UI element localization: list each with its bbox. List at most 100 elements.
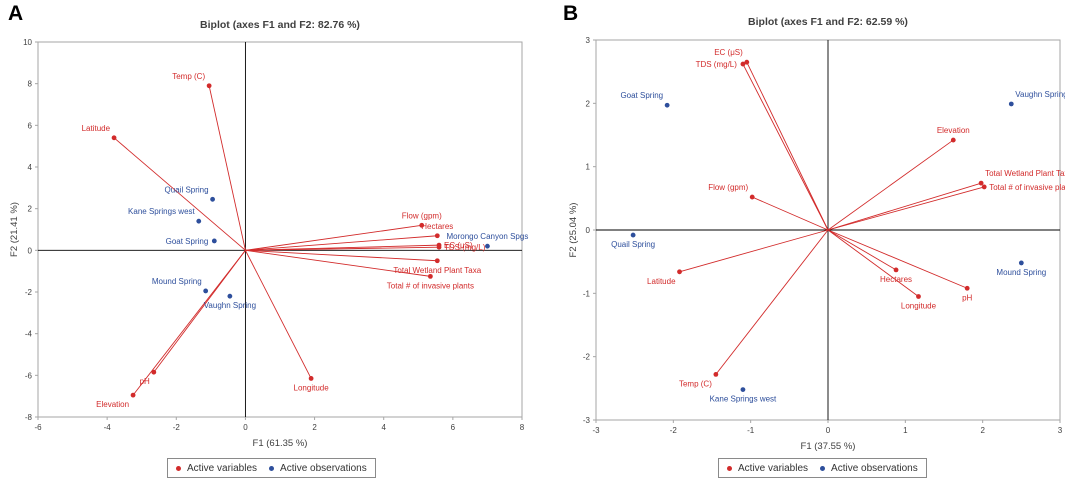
x-tick-label: -2 xyxy=(173,423,181,432)
variable-point-hectares xyxy=(434,233,440,239)
legend-observation-marker xyxy=(269,465,275,471)
variable-label-longitude: Longitude xyxy=(294,383,330,392)
x-tick-label: 4 xyxy=(381,423,386,432)
vector-latitude xyxy=(113,137,246,251)
vector-hectares xyxy=(827,229,897,271)
variable-point-ph xyxy=(964,285,970,291)
variable-point-total-of-invasive-plants xyxy=(981,184,987,190)
chart-title: Biplot (axes F1 and F2: 62.59 %) xyxy=(748,16,908,28)
x-tick-label: 2 xyxy=(312,423,317,432)
variable-label-latitude: Latitude xyxy=(647,277,676,286)
variable-point-tds-mg-l xyxy=(436,244,442,250)
x-tick-label: -4 xyxy=(104,423,112,432)
legend-variable-marker xyxy=(727,465,732,471)
observation-label-mound-spring: Mound Spring xyxy=(996,268,1046,277)
observation-label-quail-spring: Quail Spring xyxy=(611,240,655,249)
legend-active-variables-label: Active variables xyxy=(187,462,258,474)
observation-point-quail-spring xyxy=(630,232,636,238)
vector-total-of-invasive-plants xyxy=(245,249,431,277)
observation-label-goat-spring: Goat Spring xyxy=(620,91,663,100)
y-tick-label: 3 xyxy=(586,36,591,45)
variable-label-elevation: Elevation xyxy=(937,126,970,135)
x-tick-label: 8 xyxy=(520,423,525,432)
x-tick-label: -1 xyxy=(747,426,755,435)
x-axis-label: F1 (37.55 %) xyxy=(801,441,856,452)
variable-point-flow-gpm xyxy=(419,222,425,228)
variable-label-flow-gpm: Flow (gpm) xyxy=(708,183,748,192)
x-tick-label: -6 xyxy=(34,423,42,432)
vector-flow-gpm xyxy=(752,196,829,231)
variable-point-total-wetland-plant-taxa xyxy=(978,180,984,186)
variable-label-temp-c: Temp (C) xyxy=(679,379,712,388)
variable-label-total-wetland-plant-taxa: Total Wetland Plant Taxa xyxy=(393,266,481,275)
observation-label-goat-spring: Goat Spring xyxy=(166,237,209,246)
x-tick-label: 2 xyxy=(980,426,985,435)
variable-point-hectares xyxy=(893,267,899,273)
vector-temp-c xyxy=(715,229,829,375)
variable-label-tds-mg-l: TDS (mg/L) xyxy=(444,243,486,252)
observation-point-kane-springs-west xyxy=(740,387,746,392)
vector-total-of-invasive-plants xyxy=(827,186,985,231)
biplot-b-chart: Biplot (axes F1 and F2: 62.59 %) -3 -2 -1 0 1… xyxy=(568,16,1065,452)
variable-point-temp-c xyxy=(206,83,212,89)
variable-label-latitude: Latitude xyxy=(82,124,111,133)
observation-label-mound-spring: Mound Spring xyxy=(152,277,202,286)
vector-elevation xyxy=(827,139,954,231)
legend-active-observations-label: Active observations xyxy=(831,462,918,474)
x-tick-label: 0 xyxy=(243,423,248,432)
legend-b: Active variables Active observations xyxy=(718,458,927,478)
variable-point-total-of-invasive-plants xyxy=(427,273,433,279)
variable-point-longitude xyxy=(916,294,921,299)
y-tick-label: 0 xyxy=(28,246,33,255)
variable-label-hectares: Hectares xyxy=(421,222,453,231)
x-tick-label: -2 xyxy=(670,426,678,435)
y-tick-label: -1 xyxy=(583,289,591,298)
y-tick-label: 0 xyxy=(586,226,591,235)
y-axis-label: F2 (21.41 %) xyxy=(9,202,20,257)
y-tick-label: -2 xyxy=(583,353,591,362)
biplot-panel-b: B Biplot (axes F1 and F2: 62.59 %) -3 -2 -1… xyxy=(532,0,1065,483)
observation-point-quail-spring xyxy=(210,196,215,202)
observation-point-goat-spring xyxy=(211,238,217,244)
observation-label-kane-springs-west: Kane Springs west xyxy=(128,207,195,216)
variable-label-ec-s: EC (μS) xyxy=(714,48,743,57)
variable-point-ec-s xyxy=(744,59,750,65)
observation-label-vaughn-spring: Vaughn Spring xyxy=(204,301,256,310)
variable-label-total-of-invasive-plants: Total # of invasive plants xyxy=(387,281,474,290)
variable-label-longitude: Longitude xyxy=(901,302,937,311)
observation-point-vaughn-spring xyxy=(227,293,233,299)
observation-label-morongo-canyon-spgs: Morongo Canyon Spgs xyxy=(447,232,529,241)
variable-label-flow-gpm: Flow (gpm) xyxy=(402,211,442,220)
variable-label-tds-mg-l: TDS (mg/L) xyxy=(696,60,738,69)
y-tick-label: -4 xyxy=(25,330,33,339)
y-tick-label: -2 xyxy=(25,288,33,297)
biplot-a-chart: Biplot (axes F1 and F2: 82.76 %) -6 -4 -2 0 2… xyxy=(9,19,529,449)
y-tick-label: 4 xyxy=(28,163,33,172)
legend-active-observations-label: Active observations xyxy=(280,462,367,474)
legend-variable-marker xyxy=(176,465,181,471)
variable-point-tds-mg-l xyxy=(740,61,746,67)
variable-point-elevation xyxy=(950,137,956,143)
variable-label-temp-c: Temp (C) xyxy=(172,72,205,81)
vector-ph xyxy=(827,229,968,289)
observation-point-morongo-canyon-spgs xyxy=(485,243,490,249)
vector-ec-s xyxy=(746,61,829,231)
legend-active-observations: Active observations xyxy=(820,463,918,474)
observation-label-vaughn-spring: Vaughn Spring xyxy=(1015,90,1065,99)
y-tick-label: 10 xyxy=(23,38,32,47)
legend-active-observations: Active observations xyxy=(269,463,367,474)
vector-tds-mg-l xyxy=(245,246,440,251)
observation-point-goat-spring xyxy=(664,102,670,108)
x-tick-label: 1 xyxy=(903,426,908,435)
legend-active-variables-label: Active variables xyxy=(738,462,809,474)
x-tick-label: 6 xyxy=(451,423,456,432)
variable-label-ec-s: EC (μS) xyxy=(444,241,473,250)
variable-point-total-wetland-plant-taxa xyxy=(434,258,440,264)
biplot-panel-a: A Biplot (axes F1 and F2: 82.76 %) -6 -4 -2… xyxy=(0,0,532,483)
observation-point-kane-springs-west xyxy=(196,218,202,224)
variable-label-total-wetland-plant-taxa: Total Wetland Plant Taxa xyxy=(985,169,1065,178)
observation-label-kane-springs-west: Kane Springs west xyxy=(710,395,777,404)
variable-point-latitude xyxy=(677,269,682,275)
observation-point-mound-spring xyxy=(1018,260,1024,266)
panel-letter-b: B xyxy=(563,2,579,25)
